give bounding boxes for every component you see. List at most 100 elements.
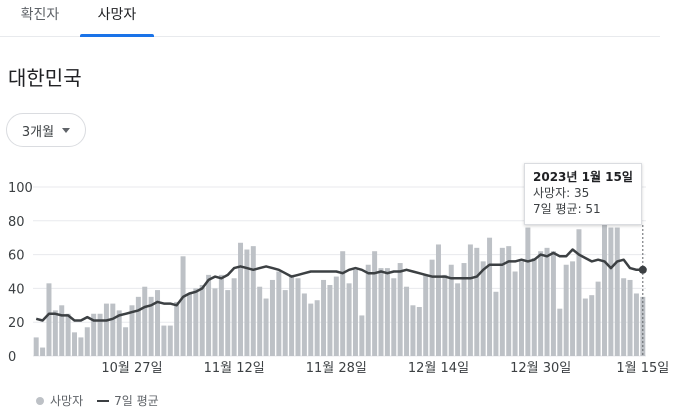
tab-deaths[interactable]: 사망자 [80,4,154,37]
death-bar[interactable] [608,227,614,356]
death-bar[interactable] [423,274,429,356]
death-bar[interactable] [480,261,486,356]
death-bar[interactable] [103,303,109,356]
death-bar[interactable] [410,305,416,356]
death-bar[interactable] [550,251,556,356]
death-bar[interactable] [301,293,307,356]
death-bar[interactable] [576,229,582,356]
death-bar[interactable] [244,249,250,356]
death-bar[interactable] [455,283,461,356]
x-tick-label: 12월 30일 [510,361,571,376]
death-bar[interactable] [123,327,129,356]
death-bar[interactable] [359,315,365,356]
death-bar[interactable] [206,274,212,356]
death-bar[interactable] [531,257,537,356]
death-bar[interactable] [493,291,499,356]
death-bar[interactable] [250,246,256,356]
death-bar[interactable] [289,274,295,356]
death-bar[interactable] [595,281,601,356]
death-bar[interactable] [263,298,269,356]
death-bar[interactable] [570,261,576,356]
death-bar[interactable] [308,303,314,356]
death-bar[interactable] [142,286,148,356]
death-bar[interactable] [116,310,122,356]
death-bar[interactable] [435,244,441,356]
death-bar[interactable] [52,310,58,356]
death-bar[interactable] [448,264,454,356]
death-bar[interactable] [193,288,199,356]
death-bar[interactable] [557,308,563,356]
death-bar[interactable] [404,286,410,356]
death-bar[interactable] [627,279,633,356]
death-bar[interactable] [135,296,141,356]
death-bar[interactable] [186,293,192,356]
death-bar[interactable] [110,303,116,356]
death-bar[interactable] [429,259,435,356]
death-bar[interactable] [518,261,524,356]
death-bar[interactable] [506,246,512,356]
death-bar[interactable] [340,251,346,356]
death-bar[interactable] [276,271,282,357]
death-bar[interactable] [212,288,218,356]
death-bar[interactable] [499,247,505,356]
death-bar[interactable] [365,264,371,356]
death-bar[interactable] [84,327,90,356]
death-bar[interactable] [352,269,358,356]
death-bar[interactable] [474,247,480,356]
death-bar[interactable] [582,298,588,356]
death-bar[interactable] [327,285,333,356]
tab-cases[interactable]: 확진자 [20,7,60,23]
legend-line-label: 7일 평균 [114,394,159,408]
death-bar[interactable] [538,251,544,356]
death-bar[interactable] [148,296,154,356]
death-bar[interactable] [378,268,384,356]
death-bar[interactable] [59,305,65,356]
death-bar[interactable] [257,286,263,356]
death-bar[interactable] [372,251,378,356]
death-bar[interactable] [199,285,205,356]
death-bar[interactable] [633,293,639,356]
death-bar[interactable] [65,313,71,356]
death-bar[interactable] [442,274,448,356]
death-bar[interactable] [167,325,173,356]
death-bar[interactable] [384,268,390,356]
death-bar[interactable] [512,271,518,357]
death-bar[interactable] [174,301,180,356]
death-bar[interactable] [589,295,595,356]
death-bar[interactable] [46,283,52,356]
death-bar[interactable] [346,283,352,356]
death-bar[interactable] [155,290,161,356]
death-bar[interactable] [295,278,301,356]
death-bar[interactable] [621,278,627,356]
death-bar[interactable] [97,313,103,356]
death-bar[interactable] [33,337,39,356]
death-bar[interactable] [225,290,231,356]
death-bar[interactable] [397,263,403,356]
death-bar[interactable] [161,325,167,356]
death-bar[interactable] [282,290,288,356]
death-bar[interactable] [416,306,422,356]
time-range-dropdown[interactable]: 3개월 [6,113,86,147]
death-bar[interactable] [72,332,77,356]
death-bar[interactable] [525,227,531,356]
death-bar[interactable] [333,276,339,356]
death-bar[interactable] [314,300,320,356]
death-bar[interactable] [563,264,569,356]
death-bar[interactable] [78,337,84,356]
death-bar[interactable] [544,247,550,356]
death-bar[interactable] [321,279,327,356]
death-bar[interactable] [269,279,275,356]
death-bar[interactable] [238,242,244,356]
death-bar[interactable] [129,305,135,356]
death-bar[interactable] [40,347,46,356]
death-bar[interactable] [614,227,620,356]
death-bar[interactable] [602,210,607,356]
death-bar[interactable] [487,237,493,356]
death-bar[interactable] [91,313,97,356]
death-bar[interactable] [461,263,467,356]
death-bar[interactable] [467,244,473,356]
death-bar[interactable] [180,256,186,356]
death-bar[interactable] [391,278,397,356]
death-bar[interactable] [218,274,224,356]
death-bar[interactable] [231,278,237,356]
